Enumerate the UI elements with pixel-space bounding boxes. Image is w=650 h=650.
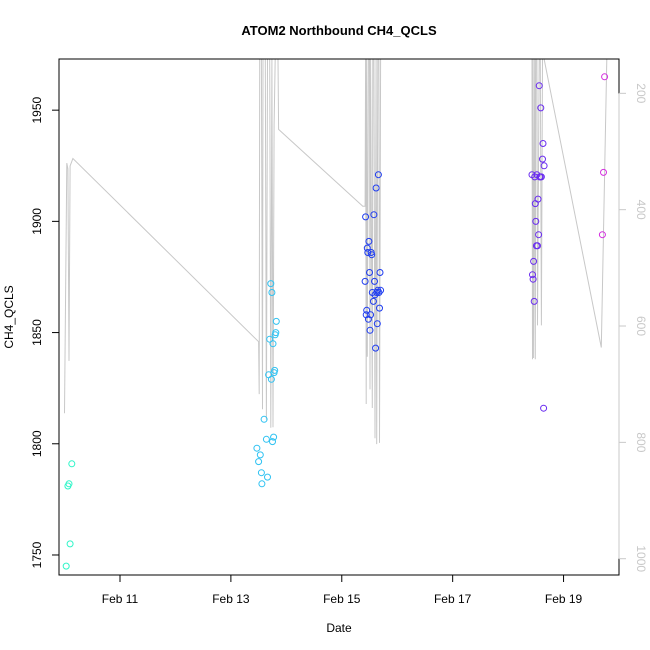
y-tick-label: 1800 [30, 430, 44, 457]
data-point [377, 286, 385, 294]
y2-axis: 200 400 600 800 1000 [618, 83, 648, 572]
y2-tick-label: 800 [634, 432, 648, 452]
data-point [530, 297, 538, 305]
data-point [539, 155, 546, 163]
x-axis: Feb 11 Feb 13 Feb 15 Feb 17 Feb 19 [102, 574, 583, 606]
data-point [270, 433, 278, 441]
data-point [372, 184, 380, 192]
data-point [271, 366, 279, 374]
data-point [535, 231, 543, 239]
data-point [540, 404, 548, 412]
y2-tick-label: 1000 [634, 545, 648, 572]
data-point [266, 335, 274, 343]
data-point [364, 315, 372, 323]
data-point [376, 269, 384, 276]
data-point [366, 269, 373, 276]
data-point [267, 375, 275, 383]
data-point [367, 311, 375, 319]
data-point [600, 168, 607, 176]
data-point [68, 460, 76, 468]
x-tick-label: Feb 11 [102, 592, 139, 606]
data-point [253, 444, 261, 452]
data-point [260, 415, 268, 423]
data-point [257, 469, 265, 477]
data-point [537, 173, 545, 181]
data-point [256, 451, 264, 459]
data-point [534, 195, 542, 203]
y-tick-label: 1900 [30, 208, 44, 235]
data-point [366, 326, 374, 334]
data-point [258, 480, 266, 488]
data-point [363, 244, 371, 252]
data-point [62, 562, 70, 570]
y-axis: 1750 1800 1850 1900 1950 [30, 96, 60, 568]
y-tick-label: 1750 [30, 541, 44, 568]
y2-tick-label: 600 [634, 316, 648, 336]
data-point [363, 306, 371, 314]
y-tick-label: 1850 [30, 319, 44, 346]
data-point [272, 317, 280, 325]
data-point [255, 458, 263, 466]
data-point [530, 257, 538, 265]
data-point [535, 82, 543, 90]
data-point [534, 242, 541, 250]
data-point [601, 73, 609, 81]
pressure-line-layer [64, 58, 608, 445]
chart-title: ATOM2 Northbound CH4_QCLS [241, 23, 437, 38]
x-tick-label: Feb 19 [545, 592, 583, 606]
data-point [374, 171, 382, 179]
data-point [269, 438, 276, 446]
data-point [370, 211, 378, 219]
points-layer [62, 73, 609, 570]
data-point [365, 237, 373, 245]
data-point [598, 231, 606, 239]
data-point [364, 249, 372, 256]
data-point [532, 217, 540, 225]
data-point [268, 289, 276, 296]
data-point [375, 289, 383, 296]
y2-tick-label: 200 [634, 83, 648, 103]
data-point [537, 104, 545, 112]
x-tick-label: Feb 17 [434, 592, 472, 606]
data-point [361, 277, 369, 285]
data-point [372, 344, 380, 352]
y-axis-label: CH4_QCLS [2, 285, 16, 348]
data-point [267, 280, 275, 288]
data-point [65, 480, 73, 488]
x-tick-label: Feb 15 [323, 592, 361, 606]
data-point [264, 473, 271, 481]
data-point [539, 140, 547, 147]
data-point [368, 251, 376, 259]
data-point [529, 271, 536, 279]
data-point [369, 297, 377, 305]
data-point [262, 435, 270, 443]
data-point [540, 162, 548, 170]
data-point [272, 329, 280, 337]
data-point [529, 275, 537, 283]
data-point [362, 311, 370, 319]
x-tick-label: Feb 13 [212, 592, 250, 606]
y2-tick-label: 400 [634, 200, 648, 220]
data-point [269, 340, 277, 348]
pressure-line [64, 58, 608, 445]
data-point [362, 213, 370, 221]
x-axis-label: Date [326, 621, 352, 635]
data-point [376, 304, 383, 312]
data-point [66, 540, 74, 548]
y-tick-label: 1950 [30, 96, 44, 123]
data-point [373, 320, 381, 328]
data-point [371, 277, 378, 285]
